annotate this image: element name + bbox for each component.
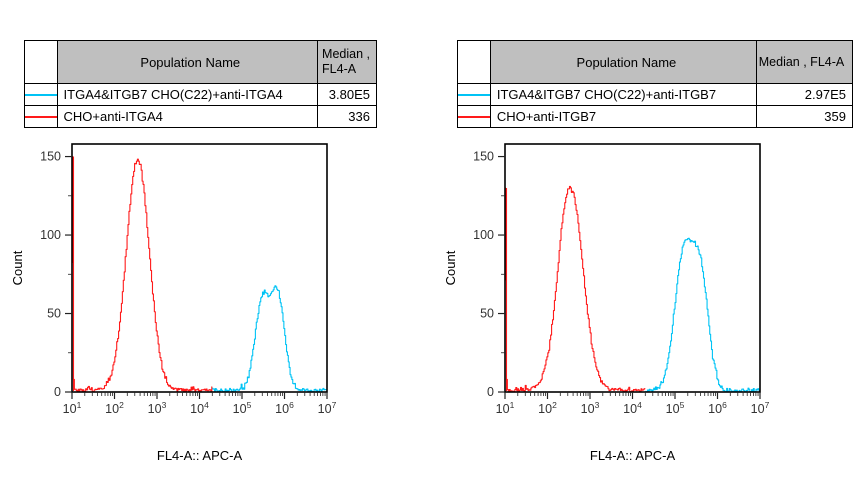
svg-text:103: 103 [581, 400, 600, 416]
svg-text:100: 100 [40, 228, 61, 242]
svg-text:150: 150 [40, 150, 61, 164]
svg-text:105: 105 [233, 400, 252, 416]
svg-text:107: 107 [751, 400, 770, 416]
svg-text:FL4-A:: APC-A: FL4-A:: APC-A [157, 448, 243, 463]
svg-text:0: 0 [487, 385, 494, 399]
svg-text:105: 105 [666, 400, 685, 416]
svg-text:0: 0 [54, 385, 61, 399]
svg-text:104: 104 [623, 400, 642, 416]
svg-text:101: 101 [63, 400, 82, 416]
svg-text:Count: Count [10, 250, 25, 285]
svg-text:106: 106 [708, 400, 727, 416]
svg-text:102: 102 [105, 400, 124, 416]
svg-text:50: 50 [480, 307, 494, 321]
svg-text:107: 107 [318, 400, 337, 416]
svg-text:106: 106 [275, 400, 294, 416]
svg-text:103: 103 [148, 400, 167, 416]
svg-text:Count: Count [443, 250, 458, 285]
svg-text:100: 100 [473, 228, 494, 242]
svg-text:101: 101 [496, 400, 515, 416]
svg-text:50: 50 [47, 307, 61, 321]
svg-text:FL4-A:: APC-A: FL4-A:: APC-A [590, 448, 676, 463]
svg-text:104: 104 [190, 400, 209, 416]
svg-text:150: 150 [473, 150, 494, 164]
svg-text:102: 102 [538, 400, 557, 416]
